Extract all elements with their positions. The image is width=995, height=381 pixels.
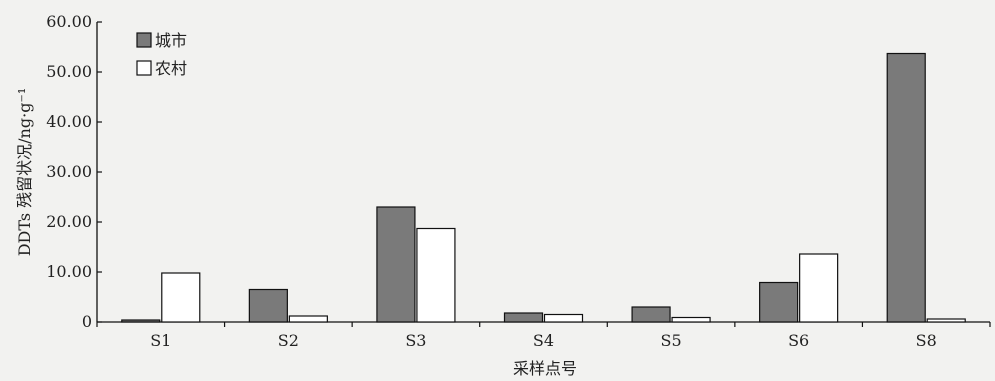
- bar-urban-s4: [503, 312, 544, 323]
- y-tick-label: 30.00: [46, 162, 92, 181]
- bar-rural-s5: [671, 316, 711, 323]
- bar-rural-s6: [799, 253, 839, 323]
- bar-urban-s2: [248, 288, 288, 323]
- y-tick-label: 40.00: [46, 112, 92, 131]
- x-tick-label: S1: [150, 331, 171, 350]
- bar-urban-s6: [759, 281, 799, 323]
- x-tick-label: S2: [278, 331, 299, 350]
- bar-rural-s8: [926, 318, 966, 323]
- y-tick-label: 50.00: [46, 62, 92, 81]
- y-tick-label: 20.00: [46, 212, 92, 231]
- x-tick-labels: S1 S2 S3 S4 S5 S6 S8: [150, 331, 937, 350]
- legend: 城市 农村: [136, 31, 187, 78]
- y-tick-label: 0: [82, 312, 92, 331]
- bar-urban-s3: [376, 206, 416, 323]
- x-axis-title: 采样点号: [513, 359, 577, 378]
- legend-label-urban: 城市: [155, 31, 187, 50]
- axes: [96, 21, 991, 327]
- bar-urban-s1: [121, 319, 161, 323]
- x-tick-label: S4: [533, 331, 554, 350]
- bar-rural-s4: [543, 313, 584, 323]
- y-tick-label: 10.00: [46, 262, 92, 281]
- x-tick-label: S6: [788, 331, 809, 350]
- bars: [121, 52, 966, 323]
- x-tick-label: S5: [661, 331, 682, 350]
- x-tick-label: S3: [405, 331, 426, 350]
- bar-rural-s2: [288, 315, 328, 323]
- x-tick-label: S8: [916, 331, 937, 350]
- bar-urban-s8: [886, 52, 926, 323]
- y-tick-labels: 0 10.00 20.00 30.00 40.00 50.00 60.00: [46, 12, 92, 331]
- legend-label-rural: 农村: [155, 59, 187, 78]
- legend-swatch-rural: [136, 60, 152, 76]
- bar-rural-s3: [416, 227, 456, 323]
- legend-swatch-urban: [136, 32, 152, 48]
- bar-urban-s5: [631, 306, 671, 323]
- bar-rural-s1: [161, 272, 201, 323]
- y-tick-label: 60.00: [46, 12, 92, 31]
- y-axis-title: DDTs 残留状况/ng·g⁻¹: [15, 88, 34, 257]
